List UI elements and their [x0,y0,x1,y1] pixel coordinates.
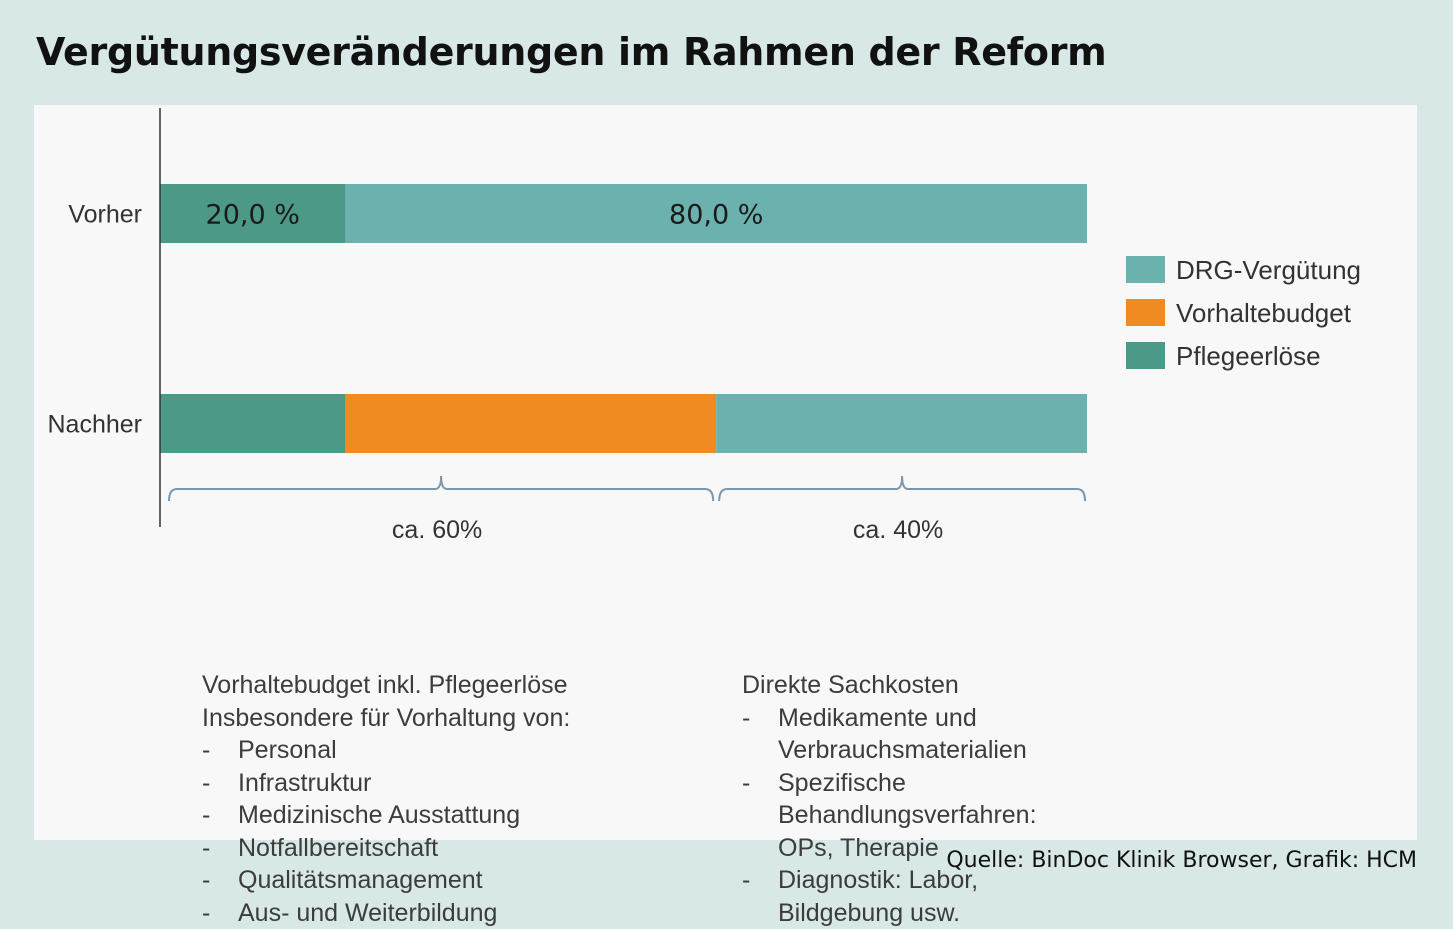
note-left-item: Qualitätsmanagement [202,864,672,897]
note-right-line-1: Direkte Sachkosten [742,669,1042,702]
legend-label: Vorhaltebudget [1176,298,1352,328]
note-left-item: Aus- und Weiterbildung [202,897,672,929]
bar-nachher-vorhaltebudget [345,394,716,453]
note-right-item: Medikamente und Verbrauchsmaterialien [742,702,1042,767]
note-left-list: Personal Infrastruktur Medizinische Auss… [202,734,672,929]
category-label: Nachher [48,411,143,439]
category-label: Vorher [68,201,142,229]
annotation-label: ca. 40% [853,516,943,544]
note-right-item: Diagnostik: Labor, Bildgebung usw. [742,864,1042,929]
data-label: 80,0 % [669,200,763,231]
note-left-item: Medizinische Ausstattung [202,799,672,832]
note-right: Direkte Sachkosten Medikamente und Verbr… [742,669,1042,929]
note-left-line-1: Vorhaltebudget inkl. Pflegeerlöse [202,669,672,702]
legend-swatch [1126,342,1165,369]
bar-nachher-pflegeerlöse [160,394,345,453]
page-title: Vergütungsveränderungen im Rahmen der Re… [36,30,1106,74]
note-left-item: Infrastruktur [202,767,672,800]
bar-nachher-drg-vergütung [716,394,1087,453]
annotation-label: ca. 60% [392,516,482,544]
legend-swatch [1126,256,1165,283]
chart-panel: Vorher Nachher 20,0 % 80,0 % ca. 60% ca. 40% D… [34,105,1417,840]
note-left-item: Notfallbereitschaft [202,832,672,865]
legend-label: DRG-Vergütung [1176,255,1361,285]
note-left-item: Personal [202,734,672,767]
brace [719,476,1085,501]
brace [169,476,713,501]
legend-label: Pflegeerlöse [1176,341,1321,371]
legend-swatch [1126,299,1165,326]
note-left: Vorhaltebudget inkl. Pflegeerlöse Insbes… [202,669,672,929]
note-left-line-2: Insbesondere für Vorhaltung von: [202,702,672,735]
data-label: 20,0 % [206,200,300,231]
source-note: Quelle: BinDoc Klinik Browser, Grafik: H… [946,848,1417,873]
note-right-list: Medikamente und Verbrauchsmaterialien Sp… [742,702,1042,929]
